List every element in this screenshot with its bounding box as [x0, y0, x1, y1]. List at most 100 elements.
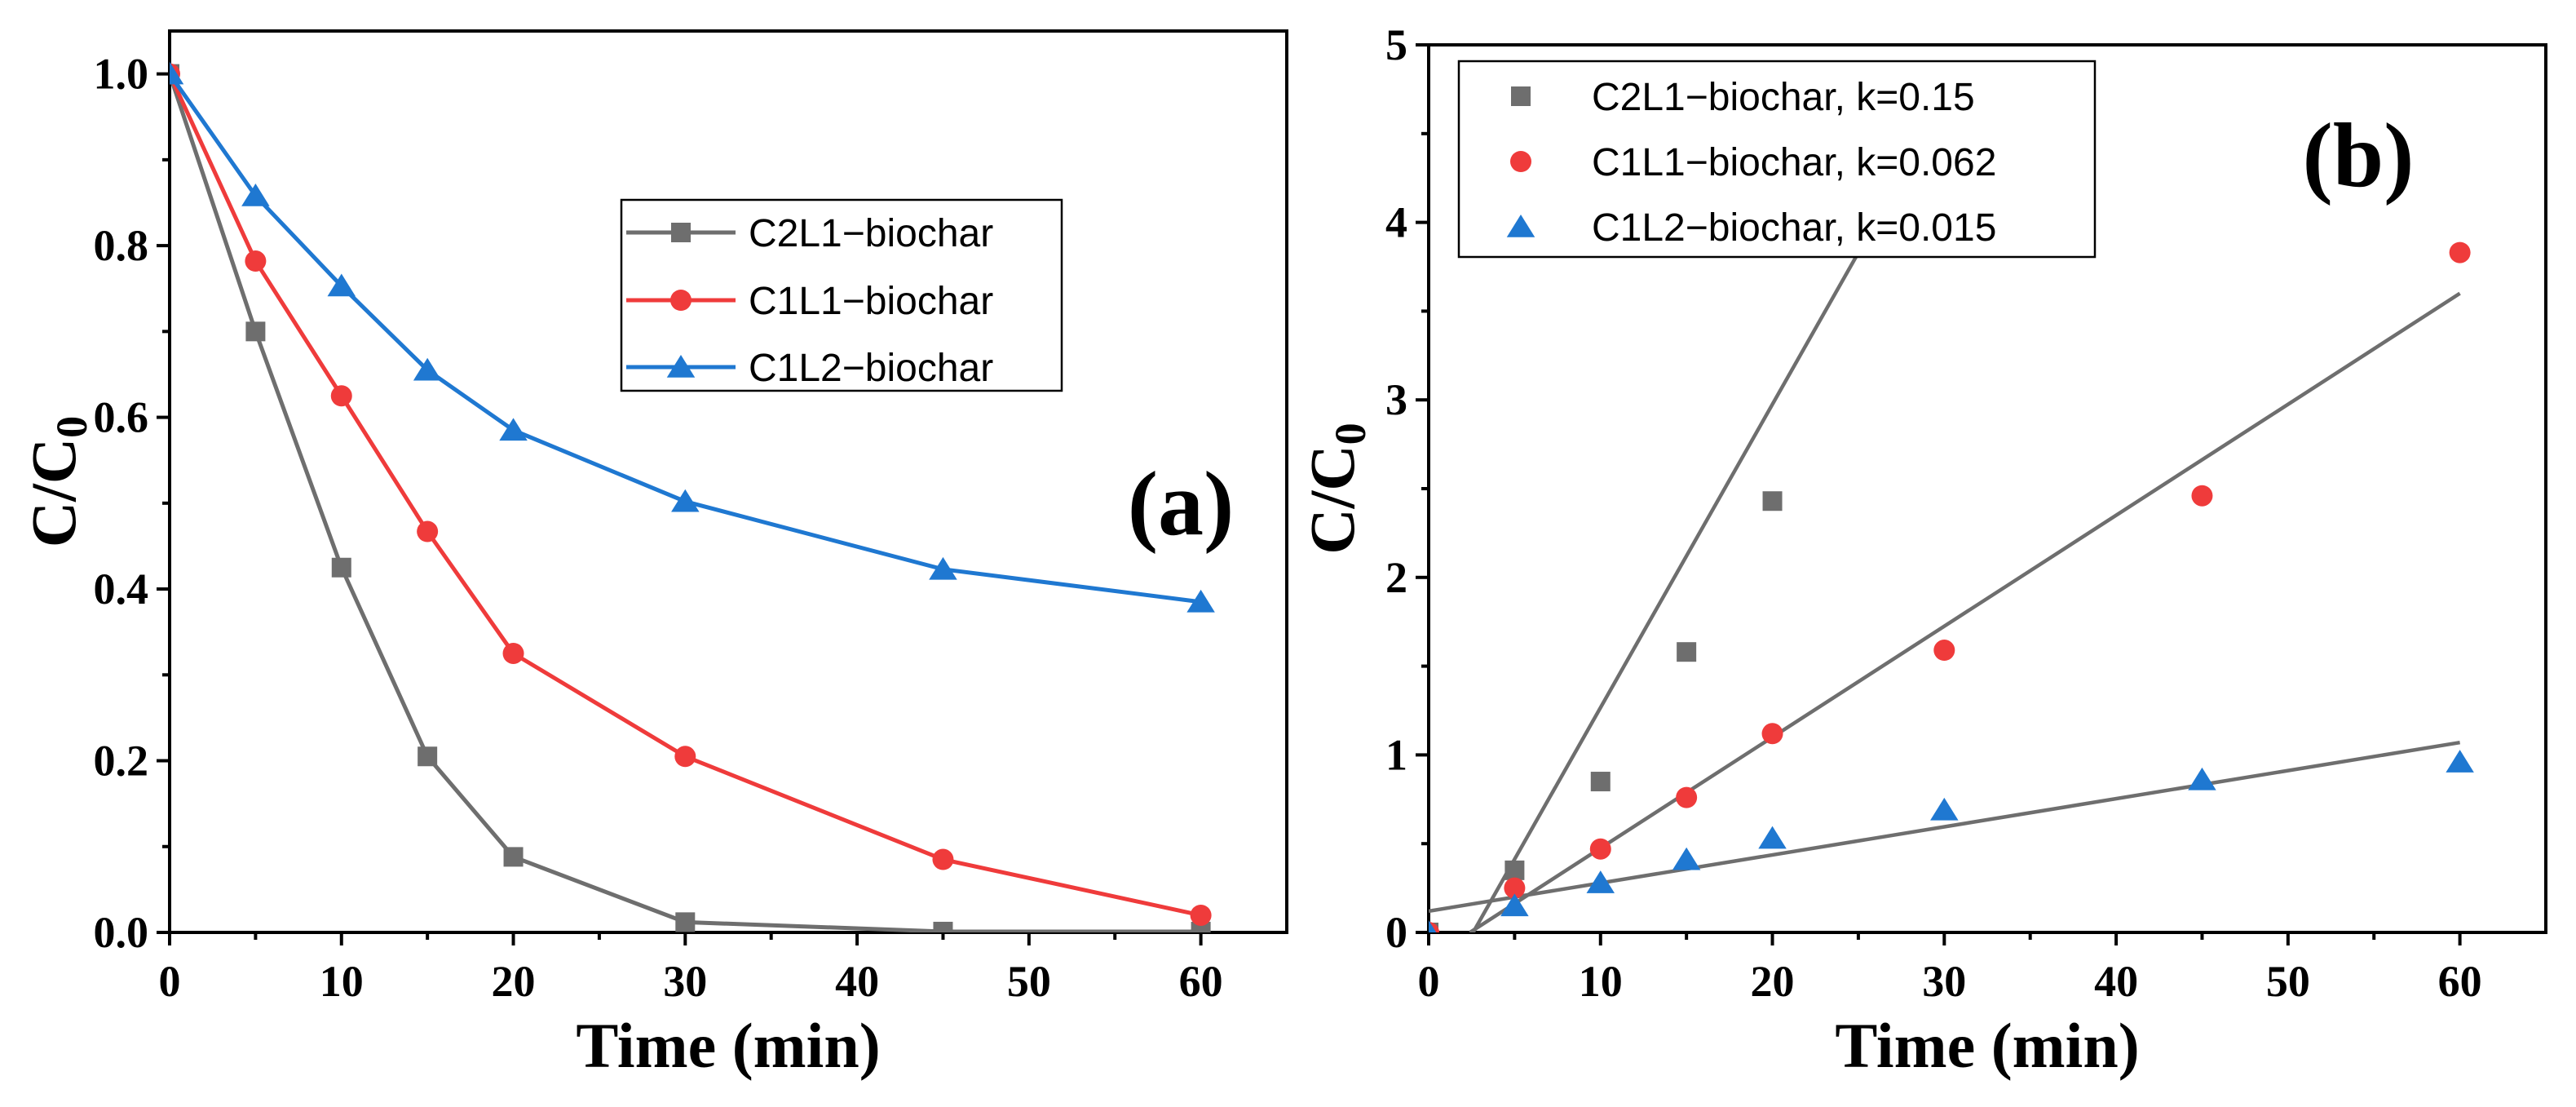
- y-axis-label: C/C0: [18, 416, 96, 547]
- legend-marker-1: [671, 223, 691, 242]
- data-point-s3: [671, 489, 700, 512]
- data-point-s3: [499, 418, 528, 441]
- data-point-s1: [331, 557, 351, 578]
- data-point-s1: [1505, 860, 1525, 880]
- data-point-s2: [1761, 723, 1783, 745]
- plot-area: [170, 61, 1215, 932]
- data-point-s1: [1590, 772, 1611, 792]
- data-point-s1: [1762, 491, 1783, 511]
- data-point-s2: [1190, 904, 1212, 926]
- legend-entry-2: C1L1−biochar: [749, 280, 993, 323]
- data-point-s2: [245, 250, 267, 272]
- data-point-s3: [1500, 893, 1529, 917]
- y-axis-label-main: C/C: [18, 438, 89, 547]
- data-point-s3: [1758, 826, 1787, 849]
- data-point-s1: [418, 746, 438, 767]
- data-point-s3: [1186, 589, 1215, 613]
- y-tick-label: 0.0: [94, 908, 149, 957]
- panel-label: (b): [2303, 105, 2415, 206]
- data-point-s2: [674, 746, 696, 768]
- series-line-3: [170, 73, 1201, 604]
- x-tick-label: 0: [159, 957, 181, 1006]
- plot-area: [1429, 221, 2474, 932]
- legend-box: [1457, 60, 2097, 259]
- y-tick-label: 3: [1385, 375, 1407, 424]
- legend-entry-2: C1L1−biochar, k=0.062: [1592, 141, 1996, 184]
- y-tick-label: 1.0: [94, 50, 149, 99]
- data-point-s3: [929, 556, 957, 580]
- y-tick-label: 2: [1385, 553, 1407, 602]
- panel-label: (a): [1128, 454, 1235, 555]
- x-tick-label: 20: [1751, 957, 1795, 1006]
- data-point-s1: [1677, 642, 1697, 662]
- data-point-s2: [932, 848, 954, 870]
- data-point-s1: [503, 847, 524, 867]
- fit-line-1: [1470, 221, 1877, 932]
- data-point-s2: [330, 385, 352, 407]
- fit-line-3: [1429, 740, 2460, 914]
- x-tick-label: 50: [1007, 957, 1051, 1006]
- x-tick-label: 20: [492, 957, 536, 1006]
- legend-marker-2: [1510, 151, 1531, 172]
- legend-marker-3: [666, 355, 696, 378]
- legend-entry-3: C1L2−biochar, k=0.015: [1592, 206, 1996, 250]
- data-point-s3: [327, 273, 356, 297]
- y-axis-label-subscript: 0: [1326, 423, 1375, 445]
- legend-marker-2: [670, 290, 691, 311]
- panel-a: 0 10 20 30 40 50 60 0.0 0.2 0.4 0.6 0.8 1.0 Time (min…: [18, 29, 1288, 1081]
- x-tick-label: 60: [1179, 957, 1223, 1006]
- x-tick-label: 10: [1579, 957, 1623, 1006]
- y-tick-label: 0: [1385, 908, 1407, 957]
- data-point-s1: [933, 921, 953, 932]
- data-point-s2: [2191, 485, 2213, 507]
- legend: C2L1−biochar, k=0.15 C1L1−biochar, k=0.06…: [1457, 60, 2097, 259]
- y-tick-label: 5: [1385, 20, 1407, 69]
- data-point-s2: [1589, 838, 1611, 860]
- legend-marker-3: [1506, 215, 1535, 237]
- x-tick-label: 50: [2266, 957, 2310, 1006]
- x-tick-label: 30: [1922, 957, 1966, 1006]
- data-point-s2: [502, 642, 524, 664]
- series-line-1: [170, 73, 1201, 932]
- legend: C2L1−biochar C1L1−biochar C1L2−biochar: [620, 198, 1063, 392]
- x-tick-label: 0: [1418, 957, 1440, 1006]
- y-axis-label-main: C/C: [1297, 445, 1368, 554]
- x-axis-label: Time (min): [576, 1010, 880, 1081]
- x-tick-label: 40: [835, 957, 879, 1006]
- legend-entry-1: C2L1−biochar, k=0.15: [1592, 76, 1975, 119]
- data-point-s1: [245, 321, 266, 342]
- x-tick-label: 60: [2438, 957, 2482, 1006]
- data-point-s2: [1933, 640, 1955, 662]
- x-axis-label: Time (min): [1835, 1010, 2139, 1081]
- data-point-s3: [2188, 767, 2216, 790]
- data-point-s2: [1676, 786, 1698, 808]
- data-point-s3: [241, 184, 270, 206]
- legend-entry-3: C1L2−biochar: [749, 347, 993, 390]
- y-tick-label: 4: [1385, 198, 1407, 247]
- data-point-s1: [675, 912, 696, 932]
- data-point-s2: [2449, 241, 2471, 263]
- data-point-s3: [1429, 920, 1437, 932]
- legend-marker-1: [1511, 86, 1531, 106]
- y-tick-label: 0.6: [94, 393, 149, 442]
- data-point-s3: [1930, 797, 1959, 821]
- plot-frame: [168, 29, 1288, 934]
- data-point-s2: [1504, 877, 1526, 899]
- data-point-s2: [417, 520, 439, 542]
- data-point-s3: [2446, 750, 2474, 773]
- y-axis-label: C/C0: [1297, 423, 1375, 554]
- y-axis-label-subscript: 0: [47, 416, 96, 438]
- data-point-s3: [413, 357, 442, 381]
- y-tick-label: 1: [1385, 730, 1407, 779]
- x-tick-label: 40: [2094, 957, 2138, 1006]
- x-tick-label: 10: [320, 957, 364, 1006]
- y-tick-label: 0.2: [94, 737, 149, 786]
- y-tick-label: 0.4: [94, 565, 149, 613]
- legend-entry-1: C2L1−biochar: [749, 212, 993, 255]
- data-point-s3: [1586, 870, 1615, 893]
- y-tick-label: 0.8: [94, 221, 149, 270]
- fit-line-2: [1469, 291, 2461, 932]
- series-line-2: [170, 73, 1202, 918]
- x-tick-label: 30: [663, 957, 707, 1006]
